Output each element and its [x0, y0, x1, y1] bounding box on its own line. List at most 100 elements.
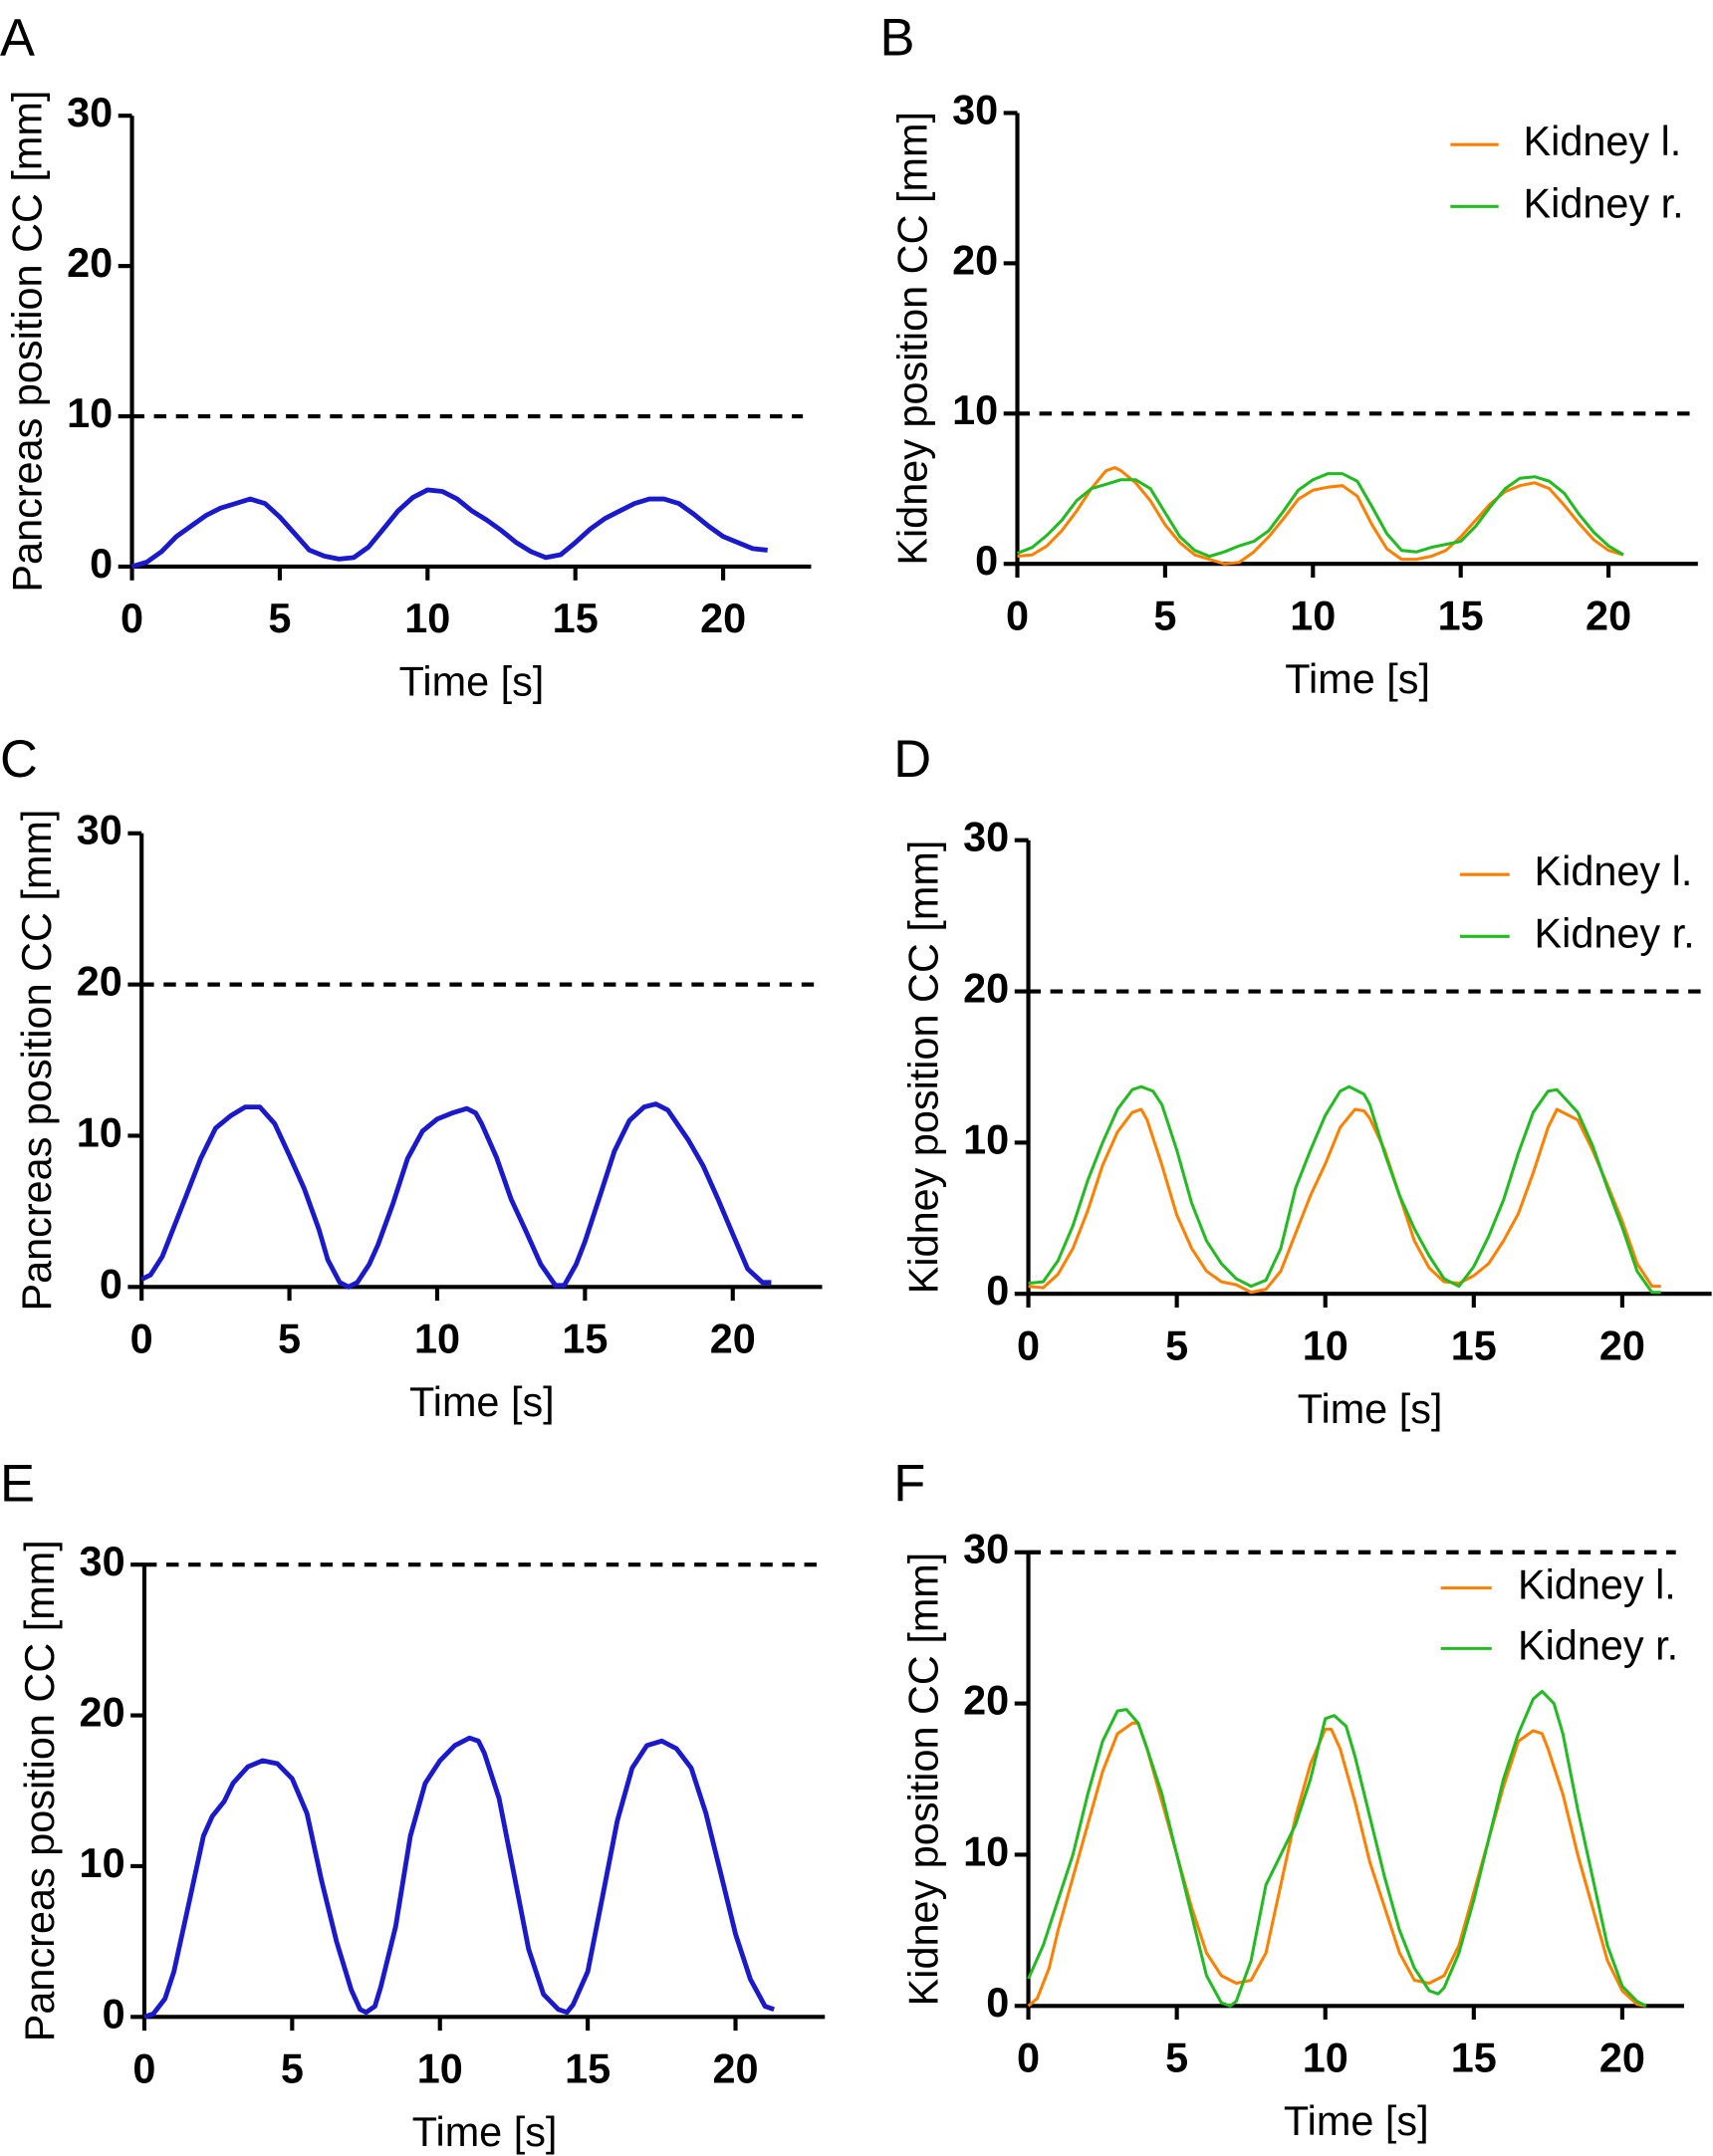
y-tick-label: 0: [103, 1991, 125, 2036]
series-line-pancreas: [140, 1101, 772, 1290]
y-tick-label: 30: [77, 808, 122, 853]
y-tick-label: 30: [67, 90, 113, 135]
x-axis-label: Time [s]: [1298, 1386, 1443, 1432]
x-tick-label: 5: [1165, 2036, 1188, 2081]
panel-D: D 0 10 20 30 0 5 10 15 20 Time [s] Kidney position …: [893, 731, 1712, 1432]
y-tick-label: 20: [77, 959, 122, 1005]
y-tick-label: 30: [952, 87, 998, 132]
y-tick-label: 0: [90, 541, 113, 587]
panel-letter: C: [0, 731, 38, 789]
series-line-kidney-r-: [1028, 1084, 1661, 1295]
y-tick-label: 20: [963, 965, 1009, 1011]
x-tick-label: 20: [1599, 2036, 1645, 2081]
x-tick-label: 5: [268, 596, 291, 641]
x-axis-label: Time [s]: [1285, 656, 1430, 702]
series-line-kidney-r-: [1027, 1689, 1647, 2008]
legend-label: Kidney l.: [1518, 1562, 1676, 1608]
y-tick-label: 10: [963, 1828, 1009, 1874]
panel-letter: F: [893, 1456, 925, 1514]
panel-F: F 0 10 20 30 0 5 10 15 20 Time [s] Kidney position …: [893, 1456, 1685, 2144]
y-tick-label: 30: [963, 815, 1009, 860]
x-tick-label: 0: [1017, 1322, 1040, 1368]
x-tick-label: 15: [565, 2046, 611, 2092]
x-tick-label: 0: [1006, 593, 1029, 638]
series-line-pancreas: [130, 487, 768, 570]
x-tick-label: 10: [1303, 2036, 1348, 2081]
x-tick-label: 10: [414, 1317, 460, 1362]
x-tick-label: 15: [562, 1317, 608, 1362]
y-axis-label: Kidney position CC [mm]: [900, 840, 946, 1295]
x-axis-label: Time [s]: [1284, 2098, 1429, 2144]
legend-item: Kidney r.: [1460, 910, 1695, 956]
y-tick-label: 0: [986, 1980, 1009, 2026]
y-tick-label: 0: [986, 1268, 1009, 1314]
panel-C: C 0 10 20 30 0 5 10 15 20 Time [s] Pancreas positio…: [0, 731, 823, 1425]
x-tick-label: 10: [1290, 593, 1336, 638]
y-axis-label: Kidney position CC [mm]: [900, 1553, 946, 2007]
x-axis-label: Time [s]: [399, 659, 545, 705]
y-tick-label: 20: [67, 240, 113, 286]
legend-item: Kidney l.: [1440, 1562, 1676, 1608]
y-tick-label: 10: [963, 1116, 1009, 1162]
panel-B: B 0 10 20 30 0 5 10 15 20 Time [s] Kidney position …: [879, 10, 1698, 702]
legend-label: Kidney r.: [1524, 180, 1684, 226]
x-tick-label: 20: [712, 2046, 758, 2092]
panel-E: E 0 10 20 30 0 5 10 15 20 Time [s] Pancreas positio…: [0, 1456, 826, 2155]
legend-item: Kidney l.: [1460, 848, 1692, 894]
y-tick-label: 0: [975, 538, 998, 584]
y-tick-label: 30: [80, 1539, 125, 1584]
legend-label: Kidney r.: [1518, 1622, 1678, 1668]
legend-item: Kidney l.: [1450, 119, 1681, 164]
y-axis-label: Pancreas position CC [mm]: [17, 1540, 63, 2041]
x-tick-label: 15: [553, 596, 599, 641]
y-tick-label: 20: [80, 1689, 125, 1735]
y-tick-label: 10: [77, 1109, 122, 1155]
panel-letter: B: [879, 10, 914, 68]
legend-label: Kidney l.: [1524, 119, 1682, 164]
x-tick-label: 5: [1153, 593, 1176, 638]
y-tick-label: 20: [952, 237, 998, 283]
y-axis-label: Kidney position CC [mm]: [889, 112, 935, 566]
x-tick-label: 10: [404, 596, 450, 641]
legend-label: Kidney l.: [1535, 848, 1693, 894]
x-tick-label: 5: [1165, 1322, 1188, 1368]
x-tick-label: 5: [278, 1317, 301, 1362]
x-axis-label: Time [s]: [409, 1379, 555, 1425]
y-tick-label: 20: [963, 1678, 1009, 1724]
legend-item: Kidney r.: [1450, 180, 1684, 226]
x-tick-label: 10: [1303, 1322, 1348, 1368]
series-line-pancreas: [143, 1735, 775, 2020]
x-tick-label: 0: [121, 596, 143, 641]
panel-letter: E: [0, 1456, 35, 1514]
x-tick-label: 20: [700, 596, 746, 641]
series-line-kidney-l-: [1027, 1721, 1647, 2008]
x-tick-label: 20: [1599, 1322, 1645, 1368]
panel-letter: A: [0, 10, 35, 68]
y-tick-label: 0: [100, 1261, 122, 1307]
x-tick-label: 15: [1451, 1322, 1497, 1368]
x-tick-label: 0: [1017, 2036, 1040, 2081]
x-axis-label: Time [s]: [412, 2109, 558, 2155]
series-line-kidney-l-: [1017, 466, 1624, 566]
y-tick-label: 10: [67, 390, 113, 436]
x-tick-label: 15: [1438, 593, 1484, 638]
legend-label: Kidney r.: [1535, 910, 1695, 956]
panel-letter: D: [893, 731, 931, 789]
y-axis-label: Pancreas position CC [mm]: [14, 810, 60, 1312]
panel-A: A 0 10 20 30 0 5 10 15 20 Time [s] Pancreas positio…: [0, 10, 812, 705]
x-tick-label: 20: [1586, 593, 1631, 638]
series-line-kidney-r-: [1016, 472, 1624, 559]
x-tick-label: 0: [130, 1317, 153, 1362]
x-tick-label: 0: [132, 2046, 155, 2092]
x-tick-label: 20: [710, 1317, 756, 1362]
series-line-kidney-l-: [1028, 1107, 1661, 1295]
x-tick-label: 10: [417, 2046, 463, 2092]
y-tick-label: 30: [963, 1527, 1009, 1572]
x-tick-label: 5: [281, 2046, 304, 2092]
y-axis-label: Pancreas position CC [mm]: [4, 91, 50, 593]
x-tick-label: 15: [1451, 2036, 1497, 2081]
legend-item: Kidney r.: [1440, 1622, 1678, 1668]
y-tick-label: 10: [952, 387, 998, 433]
